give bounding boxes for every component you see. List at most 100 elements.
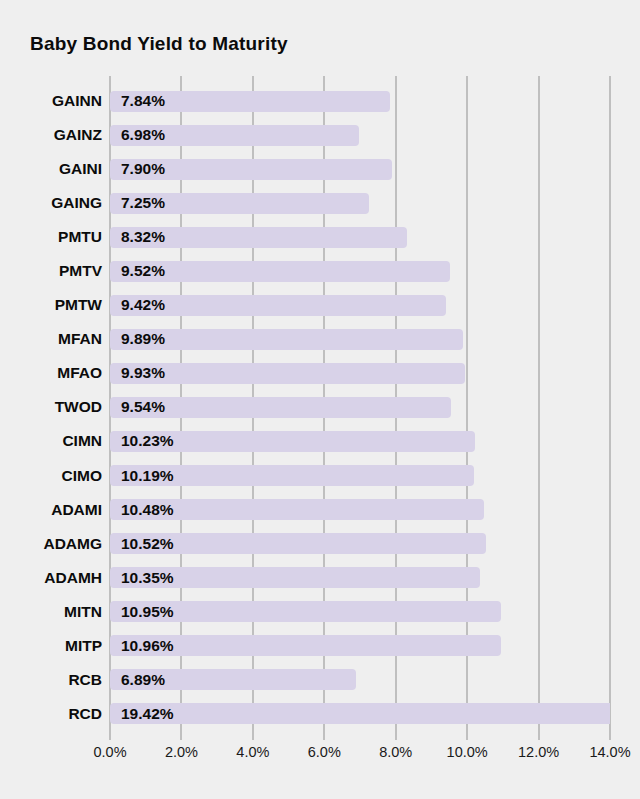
- category-label: GAINZ: [0, 126, 102, 144]
- bar-track: 9.54%: [110, 397, 640, 418]
- x-axis-tick-label: 0.0%: [93, 744, 126, 760]
- value-label: 7.25%: [121, 194, 165, 212]
- bar-row: RCB 6.89%: [0, 663, 640, 697]
- value-label: 10.35%: [121, 569, 174, 587]
- category-label: RCD: [0, 705, 102, 723]
- bar-track: 8.32%: [110, 227, 640, 248]
- bar-row: ADAMH 10.35%: [0, 561, 640, 595]
- yield-chart: Baby Bond Yield to Maturity GAINN7.84%GA…: [0, 0, 640, 799]
- bar-track: 7.25%: [110, 193, 640, 214]
- category-label: PMTU: [0, 228, 102, 246]
- value-label: 9.54%: [121, 398, 165, 416]
- bar: 9.89%: [110, 329, 463, 350]
- bar-row: GAINI 7.90%: [0, 152, 640, 186]
- bar-row: PMTW 9.42%: [0, 288, 640, 322]
- bar: 10.48%: [110, 499, 484, 520]
- bar-row: CIMN 10.23%: [0, 424, 640, 458]
- bar-row: CIMO 10.19%: [0, 459, 640, 493]
- bar-track: 19.42%: [110, 703, 640, 724]
- x-axis: 0.0%2.0%4.0%6.0%8.0%10.0%12.0%14.0%: [110, 744, 610, 764]
- bar-track: 10.48%: [110, 499, 640, 520]
- bar-track: 9.89%: [110, 329, 640, 350]
- bar: 9.52%: [110, 261, 450, 282]
- bar-track: 7.90%: [110, 159, 640, 180]
- bar-row: MITP 10.96%: [0, 629, 640, 663]
- category-label: PMTW: [0, 296, 102, 314]
- bar: 10.19%: [110, 465, 474, 486]
- category-label: MITN: [0, 603, 102, 621]
- bar: 9.54%: [110, 397, 451, 418]
- bar-track: 6.98%: [110, 125, 640, 146]
- category-label: ADAMG: [0, 535, 102, 553]
- category-label: RCB: [0, 671, 102, 689]
- bar-track: 10.96%: [110, 635, 640, 656]
- value-label: 9.93%: [121, 364, 165, 382]
- bar: 7.84%: [110, 91, 390, 112]
- bar-track: 10.19%: [110, 465, 640, 486]
- bar-row: GAING 7.25%: [0, 186, 640, 220]
- bar-track: 10.23%: [110, 431, 640, 452]
- bar-row: GAINN 7.84%: [0, 84, 640, 118]
- value-label: 10.23%: [121, 432, 174, 450]
- bar-track: 9.93%: [110, 363, 640, 384]
- bar: 7.90%: [110, 159, 392, 180]
- value-label: 9.89%: [121, 330, 165, 348]
- category-label: GAING: [0, 194, 102, 212]
- category-label: TWOD: [0, 398, 102, 416]
- value-label: 7.90%: [121, 160, 165, 178]
- bar-track: 10.52%: [110, 533, 640, 554]
- category-label: CIMO: [0, 467, 102, 485]
- x-axis-tick-label: 4.0%: [236, 744, 269, 760]
- value-label: 9.52%: [121, 262, 165, 280]
- value-label: 6.98%: [121, 126, 165, 144]
- value-label: 19.42%: [121, 705, 174, 723]
- bar: 10.96%: [110, 635, 501, 656]
- bar-row: MFAN 9.89%: [0, 322, 640, 356]
- value-label: 10.52%: [121, 535, 174, 553]
- value-label: 8.32%: [121, 228, 165, 246]
- plot-area: GAINN 7.84% GAINZ 6.98% GAINI 7.90% GAING 7.25%…: [0, 76, 640, 740]
- bar-row: PMTU 8.32%: [0, 220, 640, 254]
- x-axis-tick-label: 10.0%: [447, 744, 488, 760]
- bar: 6.98%: [110, 125, 359, 146]
- bar-row: ADAMG 10.52%: [0, 527, 640, 561]
- bar-track: 9.42%: [110, 295, 640, 316]
- category-label: ADAMH: [0, 569, 102, 587]
- bar: 8.32%: [110, 227, 407, 248]
- x-axis-tick-label: 12.0%: [518, 744, 559, 760]
- chart-title: Baby Bond Yield to Maturity: [30, 33, 288, 55]
- value-label: 10.48%: [121, 501, 174, 519]
- bar-track: 7.84%: [110, 91, 640, 112]
- value-label: 9.42%: [121, 296, 165, 314]
- bar: 10.52%: [110, 533, 486, 554]
- bar: 9.93%: [110, 363, 465, 384]
- category-label: CIMN: [0, 432, 102, 450]
- x-axis-tick-label: 8.0%: [379, 744, 412, 760]
- bar: 9.42%: [110, 295, 446, 316]
- bar-track: 10.95%: [110, 601, 640, 622]
- bar: 7.25%: [110, 193, 369, 214]
- value-label: 6.89%: [121, 671, 165, 689]
- bar-row: GAINZ 6.98%: [0, 118, 640, 152]
- bar: 10.95%: [110, 601, 501, 622]
- category-label: MFAN: [0, 330, 102, 348]
- category-label: MFAO: [0, 364, 102, 382]
- category-label: GAINN: [0, 92, 102, 110]
- bar-row: RCD 19.42%: [0, 697, 640, 731]
- x-axis-tick-label: 2.0%: [165, 744, 198, 760]
- bar-track: 9.52%: [110, 261, 640, 282]
- value-label: 10.19%: [121, 467, 174, 485]
- bar: 6.89%: [110, 669, 356, 690]
- bar-row: MITN 10.95%: [0, 595, 640, 629]
- value-label: 10.96%: [121, 637, 174, 655]
- value-label: 10.95%: [121, 603, 174, 621]
- bar-row: MFAO 9.93%: [0, 356, 640, 390]
- category-label: MITP: [0, 637, 102, 655]
- x-axis-tick-label: 6.0%: [308, 744, 341, 760]
- category-label: ADAMI: [0, 501, 102, 519]
- bar: 10.35%: [110, 567, 480, 588]
- category-label: GAINI: [0, 160, 102, 178]
- bar-row: ADAMI 10.48%: [0, 493, 640, 527]
- bar: 19.42%: [110, 703, 610, 724]
- x-axis-tick-label: 14.0%: [589, 744, 630, 760]
